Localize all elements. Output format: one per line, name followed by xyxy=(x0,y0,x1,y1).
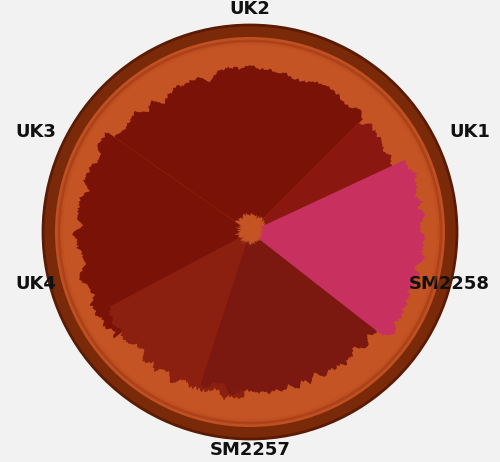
Polygon shape xyxy=(115,65,363,222)
Text: SM2257: SM2257 xyxy=(210,441,290,459)
Text: UK3: UK3 xyxy=(15,123,56,140)
Polygon shape xyxy=(108,237,250,400)
Polygon shape xyxy=(261,123,414,288)
Text: UK2: UK2 xyxy=(230,0,270,18)
Text: SM2258: SM2258 xyxy=(409,275,490,293)
Polygon shape xyxy=(201,238,388,395)
Text: UK1: UK1 xyxy=(449,123,490,140)
Text: UK4: UK4 xyxy=(15,275,56,293)
Polygon shape xyxy=(258,160,426,336)
Circle shape xyxy=(43,25,457,439)
Circle shape xyxy=(55,37,445,427)
Polygon shape xyxy=(72,133,244,338)
Circle shape xyxy=(63,45,437,419)
